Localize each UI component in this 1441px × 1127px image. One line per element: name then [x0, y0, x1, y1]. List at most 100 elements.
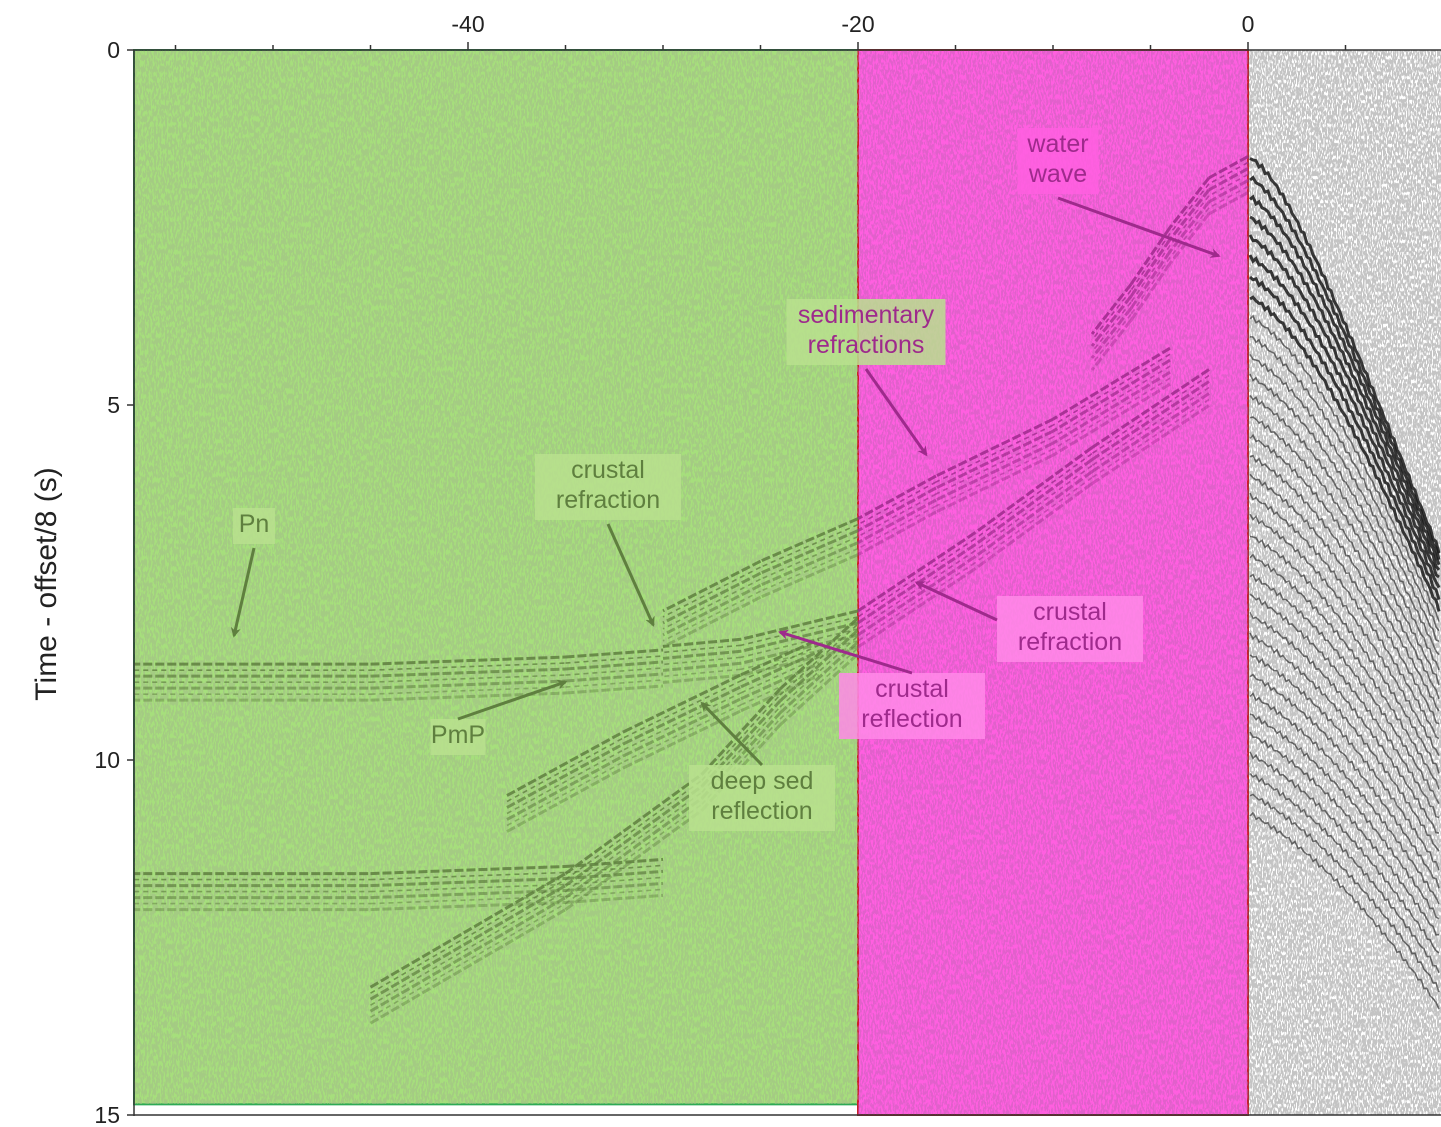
annotation-text: wave	[1028, 160, 1087, 188]
wiggle-trace	[1249, 713, 1440, 920]
phase-stripe	[759, 529, 859, 575]
phase-stripe	[1130, 245, 1171, 303]
phase-stripe	[1208, 185, 1249, 209]
phase-stripe	[565, 888, 664, 898]
phase-stripe	[370, 901, 566, 912]
wiggle-trace	[1249, 433, 1440, 700]
phase-stripe	[1091, 289, 1132, 341]
wiggle-trace	[1249, 215, 1441, 571]
wiggle-trace	[1249, 773, 1440, 974]
phase-stripe	[662, 649, 742, 660]
phase-stripe	[565, 881, 664, 892]
phase-stripe	[1208, 191, 1249, 216]
phase-stripe	[565, 648, 664, 659]
annotation-background	[689, 765, 835, 831]
phase-stripe	[565, 655, 664, 664]
wiggle-trace	[1248, 234, 1440, 579]
annotation-background	[233, 508, 275, 544]
phase-stripe	[1091, 398, 1210, 479]
annotation-arrow	[700, 701, 764, 767]
phase-stripe	[370, 883, 566, 893]
phase-stripe	[506, 766, 625, 833]
phase-stripe	[974, 482, 1093, 571]
phase-stripe	[1208, 167, 1249, 192]
phase-stripe	[740, 640, 859, 671]
phase-sedimentary-refractions	[662, 346, 1171, 649]
annotation-text: reflection	[861, 705, 962, 733]
phase-stripe	[1090, 307, 1133, 359]
phase-stripe	[662, 566, 761, 618]
phase-stripe	[740, 616, 859, 647]
phase-stripe	[623, 680, 742, 739]
phase-stripe	[974, 476, 1093, 564]
annotation-text: crustal	[1033, 598, 1107, 626]
wiggle-trace	[1249, 373, 1440, 656]
phase-stripe	[506, 736, 625, 803]
phase-stripe	[662, 595, 762, 649]
phase-stripe	[565, 684, 664, 695]
phase-stripe	[857, 481, 937, 526]
phase-stripe	[935, 429, 1054, 490]
phase-stripe	[369, 896, 567, 1013]
wiggle-trace	[1249, 673, 1440, 889]
phase-deep-sed-reflection	[369, 616, 860, 1025]
phase-stripe	[565, 857, 664, 868]
wiggle-trace	[1249, 295, 1441, 612]
phase-stripe	[662, 656, 742, 666]
phase-stripe	[935, 436, 1054, 495]
phase-stripe	[565, 893, 664, 904]
phase-stripe	[1091, 374, 1210, 455]
phase-stripe	[857, 498, 937, 544]
wiggle-trace	[1249, 492, 1440, 740]
phase-stripe	[1130, 257, 1171, 315]
phase-stripe	[935, 424, 1054, 483]
annotation-text: Pn	[239, 510, 270, 538]
annotation-background	[535, 454, 681, 520]
phase-stripe	[370, 667, 566, 678]
phase-stripe	[564, 784, 703, 887]
phase-stripe	[370, 871, 566, 881]
axes	[133, 49, 1441, 1116]
x-tick-label: -40	[451, 11, 484, 37]
annotation-background	[430, 719, 486, 755]
phase-pmp	[506, 637, 820, 833]
phase-stripe	[700, 687, 782, 776]
phase-stripe	[564, 772, 703, 875]
phase-stripe	[564, 808, 703, 911]
phase-stripe	[370, 865, 566, 876]
phase-stripe	[974, 452, 1093, 540]
annotation-text: reflection	[711, 797, 812, 825]
phase-stripe	[857, 562, 976, 642]
phase-secondary	[134, 857, 664, 912]
annotation-background	[1017, 128, 1099, 194]
phase-stripe	[564, 796, 703, 899]
phase-stripe	[565, 869, 664, 880]
phase-stripe	[662, 673, 742, 684]
wiggle-trace	[1249, 751, 1440, 954]
phase-stripe	[565, 876, 664, 886]
phase-stripe	[974, 446, 1093, 535]
annotation-pn: Pn	[230, 508, 275, 638]
phase-stripe	[370, 679, 566, 690]
wiggle-trace	[1249, 811, 1440, 1010]
phase-water-wave	[1090, 155, 1249, 371]
wiggle-trace	[1249, 535, 1440, 774]
wiggle-trace	[1249, 573, 1440, 804]
phase-stripe	[740, 661, 820, 701]
phase-stripe	[1168, 200, 1211, 253]
phase-stripe	[1052, 382, 1171, 457]
phase-stripe	[1169, 195, 1210, 246]
phase-stripe	[506, 754, 625, 821]
annotation-text: sedimentary	[798, 301, 935, 329]
phase-arrivals	[134, 155, 1249, 1025]
phase-stripe	[1091, 301, 1132, 353]
annotation-arrow	[1057, 196, 1221, 258]
phase-stripe	[565, 779, 703, 881]
phase-stripe	[370, 895, 566, 905]
phase-stripe	[565, 667, 664, 676]
wiggle-trace	[1249, 632, 1440, 852]
annotation-arrow	[606, 523, 655, 627]
annotation-arrow	[864, 368, 928, 457]
phase-stripe	[1052, 377, 1171, 450]
